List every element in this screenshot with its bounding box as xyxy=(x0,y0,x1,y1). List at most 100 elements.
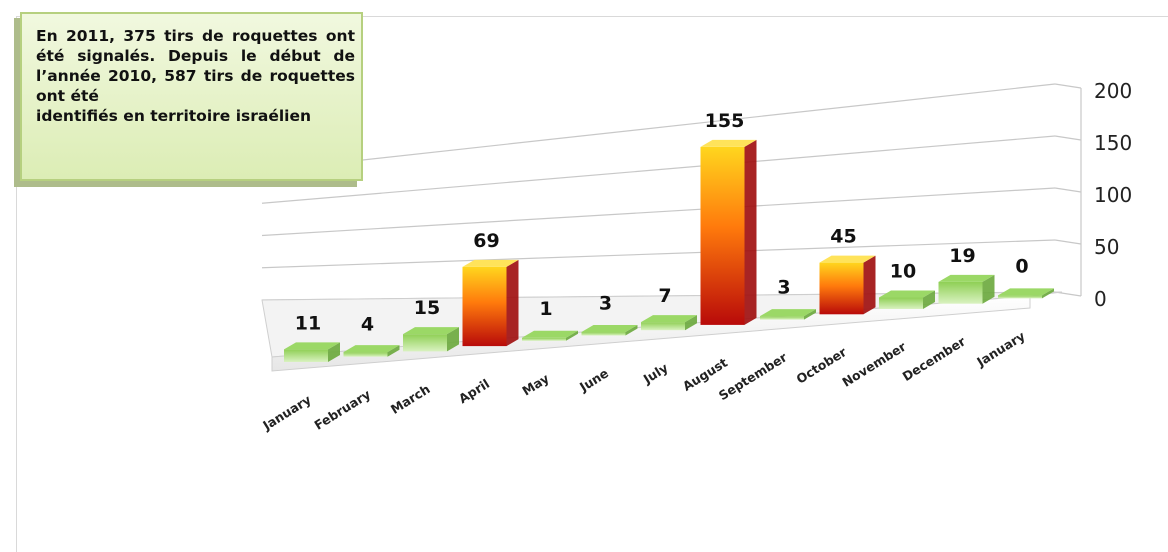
bar-top xyxy=(938,274,995,282)
y-tick-label: 50 xyxy=(1094,235,1119,259)
bar-top xyxy=(343,345,400,353)
gridline-side xyxy=(1054,135,1082,141)
category-label: June xyxy=(576,365,611,395)
bar xyxy=(641,315,697,331)
data-label: 69 xyxy=(473,230,499,252)
bar-top xyxy=(641,315,697,323)
bar-top xyxy=(998,288,1054,296)
bar-top xyxy=(760,309,816,317)
category-label: September xyxy=(716,349,790,403)
data-label: 19 xyxy=(949,245,975,267)
gridline-side xyxy=(1054,187,1082,193)
bar-side xyxy=(982,274,995,304)
category-label: May xyxy=(519,371,551,399)
bar xyxy=(938,274,995,304)
y-tick-label: 0 xyxy=(1094,287,1107,311)
bar-top xyxy=(403,327,459,335)
bar xyxy=(343,345,400,357)
data-label: 11 xyxy=(295,312,321,334)
bar-side xyxy=(625,325,638,336)
bar-top xyxy=(522,330,578,338)
annotation-box: En 2011, 375 tirs de roquettes ont été s… xyxy=(20,12,363,181)
bar-front xyxy=(879,297,923,309)
bar-side xyxy=(566,330,578,341)
bar-front xyxy=(403,334,447,352)
data-labels: 11 4 15 69 1 3 7 155 3 45 10 19 0 xyxy=(295,110,1029,336)
bar-top xyxy=(879,290,935,298)
data-label: 3 xyxy=(599,293,612,315)
bar xyxy=(403,327,459,352)
y-tick-label: 150 xyxy=(1094,131,1132,155)
bar-front xyxy=(581,332,626,336)
data-label: 3 xyxy=(777,277,790,299)
bar-top xyxy=(284,342,340,350)
bar-side xyxy=(685,315,697,331)
annotation-line: ont été signalés. Depuis le xyxy=(36,27,355,65)
bar-front xyxy=(938,281,983,304)
data-label: 7 xyxy=(658,285,671,307)
gridline xyxy=(261,239,1056,269)
annotation-line: identifiés en territoire israélien xyxy=(36,107,312,125)
category-label: December xyxy=(900,333,969,384)
annotation-line: début de l’année 2010, 587 xyxy=(36,47,355,85)
bar-front xyxy=(522,337,566,341)
bar-front xyxy=(462,266,507,347)
gridline xyxy=(261,187,1056,237)
bar-top xyxy=(581,325,638,333)
category-label: January xyxy=(973,328,1027,370)
bar-front xyxy=(998,295,1042,299)
gridlines xyxy=(261,83,1082,301)
data-label: 0 xyxy=(1015,255,1028,277)
bar xyxy=(998,288,1054,299)
bar xyxy=(760,309,816,320)
bar xyxy=(581,325,638,336)
data-label: 155 xyxy=(705,110,745,132)
bar-side xyxy=(863,255,876,315)
category-label: March xyxy=(388,381,433,417)
gridline xyxy=(261,83,1056,172)
data-label: 15 xyxy=(414,297,440,319)
bar xyxy=(819,255,876,315)
bar-side xyxy=(804,309,816,320)
bar-side xyxy=(447,327,459,352)
bar-front xyxy=(760,316,804,320)
bar-side xyxy=(387,345,400,357)
bar-front xyxy=(700,146,745,325)
data-label: 1 xyxy=(539,298,552,320)
annotation-line: tirs de roquettes ont été xyxy=(36,67,355,105)
y-axis: 0 50 100 150 200 xyxy=(1094,79,1132,311)
bar-front xyxy=(343,352,388,357)
bar-side xyxy=(328,342,340,362)
data-label: 4 xyxy=(361,314,374,336)
bar-front xyxy=(819,262,864,315)
category-label: November xyxy=(839,338,909,389)
y-tick-label: 100 xyxy=(1094,183,1132,207)
bar xyxy=(522,330,578,341)
category-label: April xyxy=(456,376,492,406)
bar-front xyxy=(641,322,685,331)
gridline xyxy=(261,135,1056,204)
bar-front xyxy=(284,349,328,362)
chart-frame xyxy=(16,16,1168,552)
bar-top xyxy=(462,259,519,267)
bar-top xyxy=(700,139,757,147)
category-label: January xyxy=(259,392,313,434)
annotation-line: En 2011, 375 tirs de roquettes xyxy=(36,27,318,45)
bar-side xyxy=(506,259,519,347)
gridline-side xyxy=(1054,83,1082,89)
bar xyxy=(700,139,757,325)
bar-side xyxy=(923,290,935,309)
bar xyxy=(462,259,519,347)
bar-side xyxy=(744,139,757,325)
category-label: February xyxy=(311,387,373,433)
gridline-side xyxy=(1054,239,1082,245)
bars xyxy=(284,139,1054,362)
bar-side xyxy=(1042,288,1054,299)
bar xyxy=(879,290,935,309)
y-tick-label: 200 xyxy=(1094,79,1132,103)
category-label: July xyxy=(640,360,671,387)
bar-top xyxy=(819,255,876,263)
data-label: 45 xyxy=(830,226,856,248)
data-label: 10 xyxy=(890,261,916,283)
